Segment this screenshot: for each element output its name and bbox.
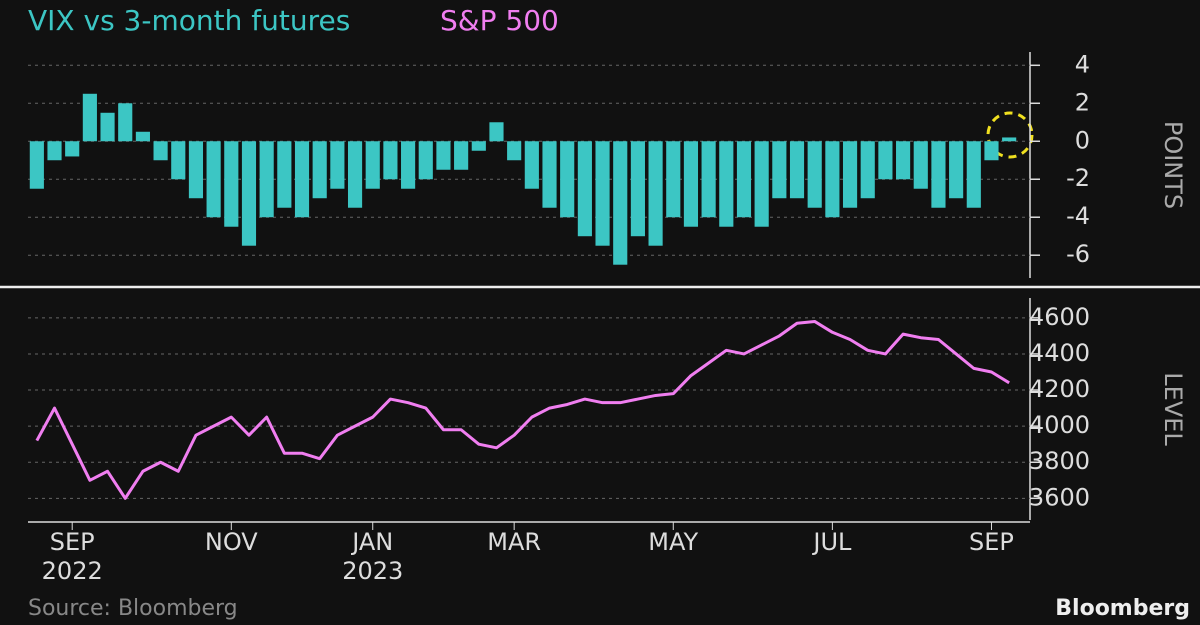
x-tick-label: JAN [350, 528, 393, 556]
y-tick-label: 3600 [1029, 483, 1090, 511]
bar [241, 141, 257, 246]
bar [206, 141, 221, 218]
line [35, 319, 1010, 500]
bar [135, 131, 150, 142]
bar [984, 141, 999, 161]
y-tick-label: 4600 [1029, 303, 1090, 331]
brand: Bloomberg [1055, 596, 1190, 621]
bar [507, 141, 522, 161]
bar [772, 141, 787, 199]
bar [418, 141, 433, 180]
bar [825, 141, 840, 218]
bar [560, 141, 575, 218]
bar [153, 141, 168, 161]
y-tick-label: 2 [1075, 88, 1090, 116]
y-tick-label: -6 [1066, 240, 1090, 268]
bar [65, 141, 80, 157]
bar [436, 141, 451, 170]
bar [577, 141, 592, 237]
bar [383, 141, 398, 180]
bar [29, 141, 44, 189]
bar [966, 141, 981, 208]
axis-label: LEVEL [1159, 372, 1187, 446]
bar [188, 141, 204, 199]
bar [630, 141, 645, 237]
bar [82, 93, 97, 142]
x-tick-sublabel: 2023 [342, 557, 403, 585]
x-tick-label: SEP [969, 528, 1014, 556]
bar [754, 141, 769, 227]
bar [736, 141, 752, 218]
y-tick-label: 4400 [1029, 339, 1090, 367]
bar [701, 141, 716, 218]
y-tick-label: -4 [1066, 202, 1090, 230]
chart-title: VIX vs 3-month futures [28, 4, 350, 37]
x-tick-label: MAY [648, 528, 698, 556]
bar [294, 141, 310, 218]
axis-label: POINTS [1159, 121, 1187, 209]
bar [347, 141, 363, 208]
source: Source: Bloomberg [28, 596, 238, 621]
x-tick-sublabel: 2022 [42, 557, 103, 585]
bar [277, 141, 292, 208]
bar [683, 141, 699, 227]
bar [896, 141, 911, 180]
y-tick-label: -2 [1066, 164, 1090, 192]
x-tick-label: JUL [811, 528, 852, 556]
bar [471, 141, 486, 151]
y-tick-label: 4 [1075, 50, 1090, 78]
x-tick-label: SEP [50, 528, 95, 556]
bar [913, 141, 928, 189]
chart-title: S&P 500 [440, 4, 559, 37]
bar [47, 141, 62, 161]
bar [542, 141, 557, 208]
bar [1002, 137, 1017, 142]
bar [789, 141, 805, 199]
bar [807, 141, 822, 208]
bar [100, 112, 115, 142]
bar [931, 141, 946, 208]
bar [666, 141, 681, 218]
bar [949, 141, 964, 199]
y-tick-label: 3800 [1029, 447, 1090, 475]
bar [878, 141, 893, 180]
bar [842, 141, 858, 208]
bar [489, 122, 504, 142]
bar [312, 141, 327, 199]
y-tick-label: 0 [1075, 126, 1090, 154]
bar [259, 141, 274, 218]
bar [171, 141, 186, 180]
bar [330, 141, 345, 189]
y-tick-label: 4000 [1029, 411, 1090, 439]
bar [719, 141, 734, 227]
bar [524, 141, 539, 189]
bar [860, 141, 875, 199]
bar [595, 141, 610, 246]
highlight-circle [986, 111, 1034, 159]
x-tick-label: MAR [487, 528, 541, 556]
x-tick-label: NOV [205, 528, 258, 556]
bar [365, 141, 380, 189]
bar [613, 141, 628, 265]
bar [224, 141, 239, 227]
bar [118, 103, 133, 142]
bar [648, 141, 663, 246]
y-tick-label: 4200 [1029, 375, 1090, 403]
bar [454, 141, 469, 170]
bar [401, 141, 416, 189]
